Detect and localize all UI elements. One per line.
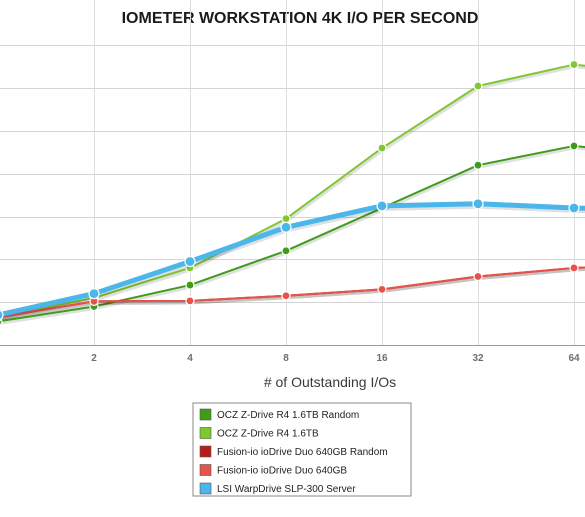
series-line: [0, 144, 585, 323]
data-point: [473, 160, 483, 170]
data-point: [88, 288, 100, 300]
series-line-shadow: [0, 267, 585, 321]
legend: OCZ Z-Drive R4 1.6TB Random OCZ Z-Drive R…: [192, 402, 412, 497]
legend-swatch: [199, 427, 212, 439]
data-point: [377, 284, 387, 294]
legend-swatch: [199, 445, 212, 458]
series: [0, 59, 585, 326]
data-point: [281, 246, 291, 256]
series-group: [0, 141, 585, 326]
data-point: [568, 202, 580, 214]
data-point: [473, 271, 483, 282]
legend-box: [192, 402, 412, 497]
legend-swatch: [199, 482, 212, 495]
x-tick-label: 16: [376, 353, 388, 364]
series-group: [0, 198, 585, 321]
legend-label: OCZ Z-Drive R4 1.6TB: [217, 429, 319, 440]
series-line-shadow: [0, 267, 585, 321]
data-point: [281, 291, 291, 301]
series-line: [0, 63, 585, 318]
x-axis-label: # of Outstanding I/Os: [264, 374, 396, 390]
data-point: [473, 81, 483, 91]
series-line-shadow: [0, 65, 585, 321]
x-tick-label: 64: [568, 353, 580, 364]
chart-title: IOMETER WORKSTATION 4K I/O PER SECOND: [122, 10, 479, 27]
data-point: [569, 59, 579, 70]
data-point: [184, 255, 196, 268]
x-tick-label: 4: [187, 353, 193, 364]
series-group: [0, 263, 585, 322]
series-line: [0, 201, 585, 318]
legend-label: Fusion-io ioDrive Duo 640GB Random: [217, 447, 388, 458]
legend-label: OCZ Z-Drive R4 1.6TB Random: [217, 410, 359, 421]
series-line-shadow: [0, 146, 585, 325]
data-point: [281, 214, 291, 224]
x-tick-labels: 2 4 8 16 32 64: [91, 353, 580, 364]
data-point: [185, 296, 195, 306]
x-tick-label: 2: [91, 353, 97, 364]
data-point: [472, 198, 484, 210]
data-point: [0, 309, 4, 321]
legend-label: Fusion-io ioDrive Duo 640GB: [217, 466, 347, 477]
data-point: [376, 200, 388, 212]
legend-label: LSI WarpDrive SLP-300 Server: [217, 484, 356, 495]
data-point: [569, 141, 579, 151]
x-tick-label: 8: [283, 353, 289, 364]
x-tick-label: 32: [472, 353, 484, 364]
legend-swatch: [199, 464, 212, 476]
series-group: [0, 263, 585, 322]
series-line: [0, 266, 585, 318]
grid: [0, 0, 585, 346]
data-point: [185, 280, 195, 290]
legend-swatch: [199, 408, 212, 421]
data-point: [569, 263, 579, 273]
data-point: [377, 143, 387, 153]
series-group: [0, 59, 585, 322]
data-point: [280, 221, 292, 233]
